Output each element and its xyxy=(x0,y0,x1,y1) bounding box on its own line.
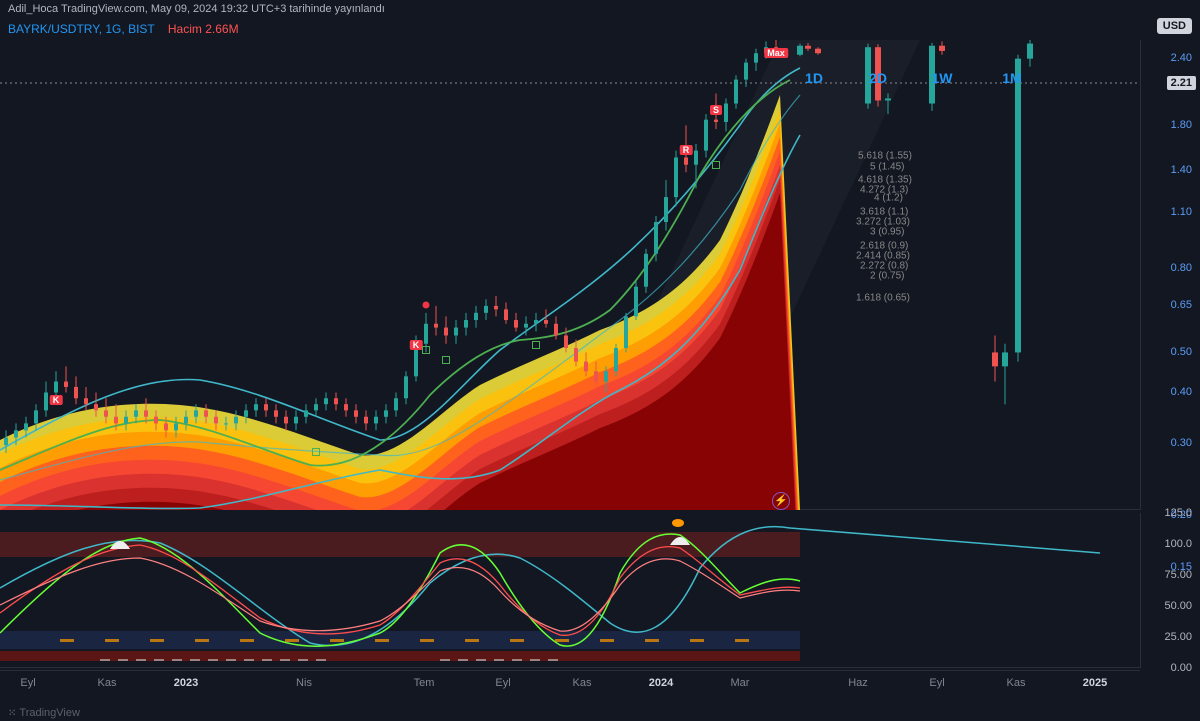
time-tick: Kas xyxy=(573,677,592,689)
price-axis[interactable]: 2.40 2.21 1.80 1.40 1.10 0.80 0.65 0.50 0.40 0.30… xyxy=(1140,40,1200,510)
price-tick: 0.40 xyxy=(1171,386,1192,398)
indicator-tick: 125.0 xyxy=(1164,507,1192,519)
symbol-legend[interactable]: BAYRK/USDTRY, 1G, BIST Hacim 2.66M xyxy=(8,22,239,36)
time-tick: 2025 xyxy=(1083,677,1107,689)
fib-level: 1.618 (0.65) xyxy=(856,293,910,304)
currency-toggle[interactable]: USD xyxy=(1157,18,1192,34)
time-tick: Kas xyxy=(98,677,117,689)
indicator-tick: 0.00 xyxy=(1171,662,1192,674)
forecast-tf-1m: 1M xyxy=(1002,70,1021,86)
time-tick: Mar xyxy=(731,677,750,689)
indicator-pane[interactable] xyxy=(0,513,1140,668)
time-tick: Nis xyxy=(296,677,312,689)
forecast-tf-1d: 1D xyxy=(805,70,823,86)
price-tick: 2.40 xyxy=(1171,52,1192,64)
brand-text: TradingView xyxy=(19,707,80,719)
fib-level: 2 (0.75) xyxy=(870,271,904,282)
price-tick: 0.65 xyxy=(1171,299,1192,311)
price-tick: 0.30 xyxy=(1171,437,1192,449)
time-tick: Eyl xyxy=(20,677,35,689)
price-tick: 0.50 xyxy=(1171,346,1192,358)
bolt-icon[interactable]: ⚡ xyxy=(772,492,790,510)
exchange[interactable]: BIST xyxy=(128,22,154,36)
timeframe[interactable]: 1G xyxy=(105,22,121,36)
square-marker xyxy=(442,356,450,364)
time-tick: 2023 xyxy=(174,677,198,689)
indicator-tick: 75.00 xyxy=(1164,569,1192,581)
fib-level: 4 (1.2) xyxy=(874,193,903,204)
time-tick: Kas xyxy=(1007,677,1026,689)
square-marker xyxy=(312,448,320,456)
forecast-tf-1w: 1W xyxy=(932,70,953,86)
time-tick: Tem xyxy=(414,677,435,689)
price-tick: 1.40 xyxy=(1171,164,1192,176)
time-tick: Eyl xyxy=(495,677,510,689)
price-tick: 1.10 xyxy=(1171,206,1192,218)
time-axis[interactable]: Eyl Kas 2023 Nis Tem Eyl Kas 2024 Mar Haz Eyl Kas 20… xyxy=(0,670,1140,698)
square-marker xyxy=(422,346,430,354)
price-pane[interactable]: KKRSMax1D2D1W1M5.618 (1.55)5 (1.45)4.618… xyxy=(0,40,1140,510)
time-tick: 2024 xyxy=(649,677,673,689)
fib-level: 3 (0.95) xyxy=(870,227,904,238)
square-marker xyxy=(712,161,720,169)
publish-header: Adil_Hoca TradingView.com, May 09, 2024 … xyxy=(8,3,385,15)
price-tick: 1.80 xyxy=(1171,119,1192,131)
fib-level: 5.618 (1.55) xyxy=(858,151,912,162)
symbol-name[interactable]: BAYRK/USDTRY xyxy=(8,22,99,36)
last-price-label: 2.21 xyxy=(1167,76,1196,90)
time-tick: Eyl xyxy=(929,677,944,689)
signal-marker-max: Max xyxy=(764,48,788,58)
watermark: ⁙ TradingView xyxy=(8,707,80,719)
indicator-tick: 25.00 xyxy=(1164,631,1192,643)
signal-marker-s: S xyxy=(710,105,722,115)
dot-marker xyxy=(423,302,430,309)
forecast-tf-2d: 2D xyxy=(869,70,887,86)
volume-label: Hacim xyxy=(168,22,202,36)
signal-marker-k: K xyxy=(410,340,423,350)
chart-container: Adil_Hoca TradingView.com, May 09, 2024 … xyxy=(0,0,1200,721)
time-tick: Haz xyxy=(848,677,868,689)
fib-level: 5 (1.45) xyxy=(870,162,904,173)
indicator-tick: 100.0 xyxy=(1164,538,1192,550)
price-tick: 0.80 xyxy=(1171,262,1192,274)
volume-value: 2.66M xyxy=(205,22,238,36)
indicator-axis[interactable]: 125.0100.075.0050.0025.000.00 xyxy=(1140,513,1200,668)
signal-marker-r: R xyxy=(680,145,693,155)
square-marker xyxy=(532,341,540,349)
signal-marker-k: K xyxy=(50,395,63,405)
tradingview-logo-icon: ⁙ xyxy=(8,708,15,719)
indicator-tick: 50.00 xyxy=(1164,600,1192,612)
